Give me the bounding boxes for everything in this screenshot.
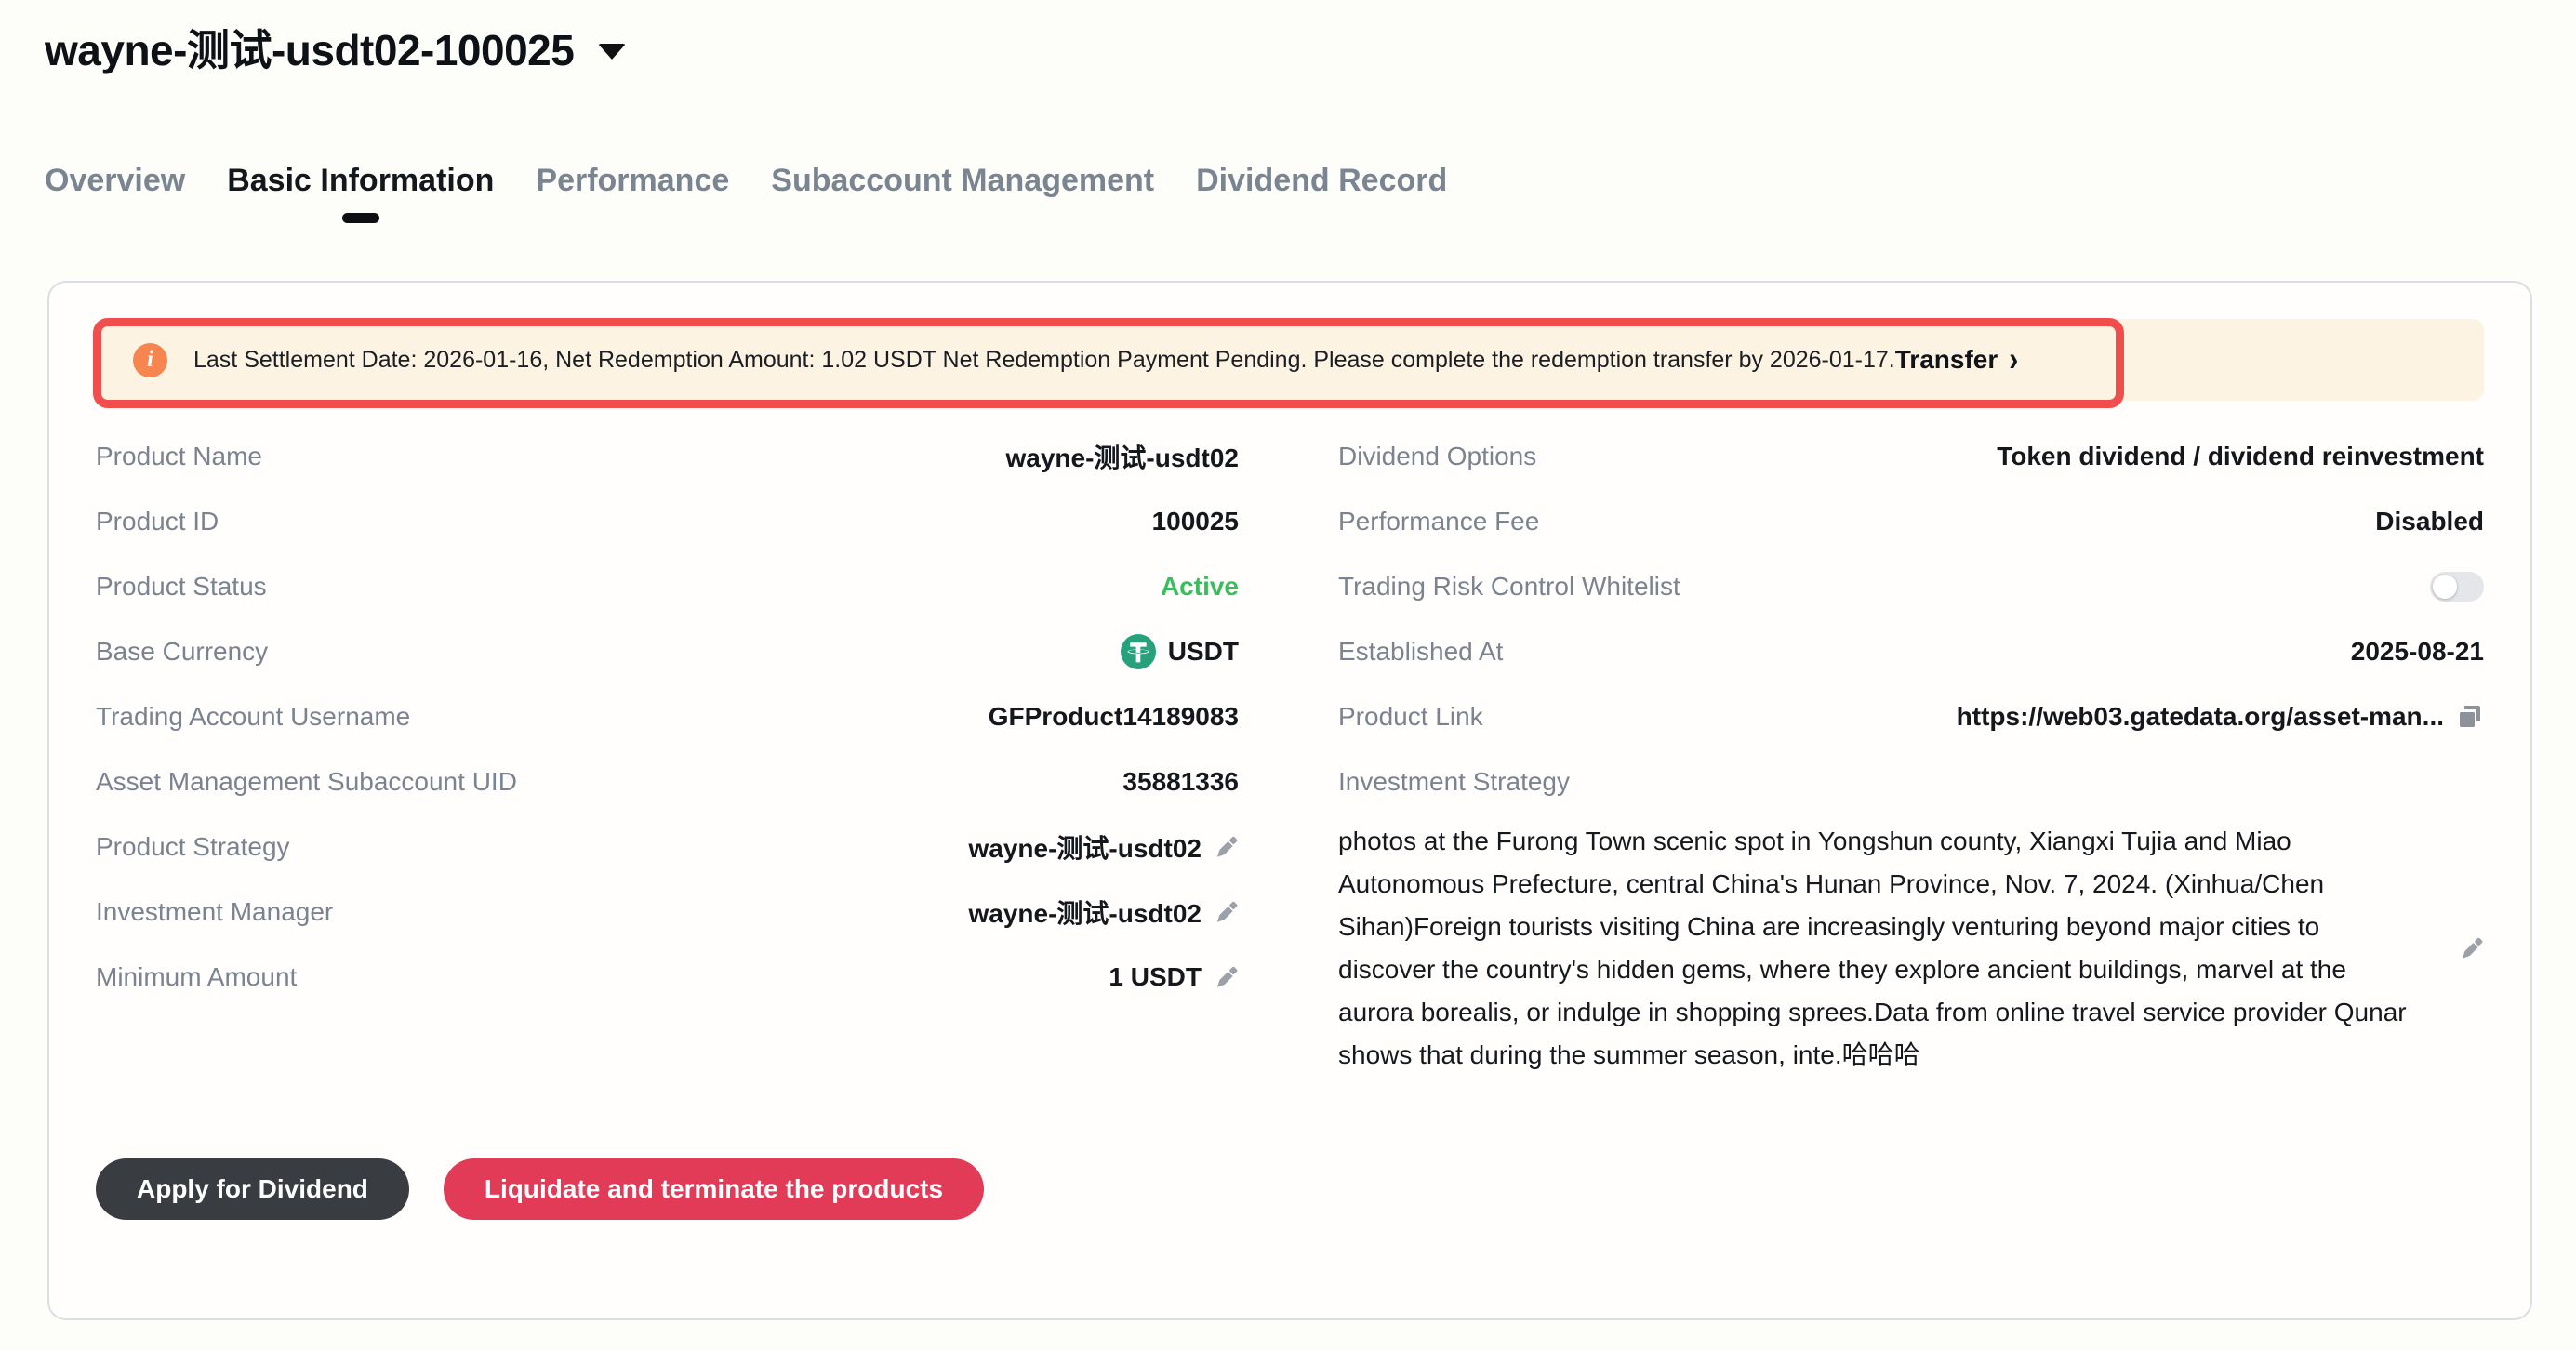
chevron-right-icon: › — [2009, 339, 2019, 378]
product-id-value: 100025 — [1151, 507, 1239, 536]
copy-product-link-button[interactable] — [2456, 703, 2484, 731]
apply-for-dividend-button[interactable]: Apply for Dividend — [96, 1158, 409, 1220]
tab-overview[interactable]: Overview — [45, 163, 186, 198]
established-at-value: 2025-08-21 — [2350, 637, 2484, 666]
settlement-alert-banner: i Last Settlement Date: 2026-01-16, Net … — [96, 319, 2484, 401]
investment-manager-value: wayne-测试-usdt02 — [968, 899, 1202, 928]
tab-performance[interactable]: Performance — [536, 163, 730, 198]
row-established-at: Established At 2025-08-21 — [1338, 637, 2484, 666]
pencil-icon — [1216, 901, 1238, 922]
pencil-icon — [1216, 966, 1238, 987]
trading-account-username-value: GFProduct14189083 — [988, 702, 1239, 731]
row-product-strategy: Product Strategy wayne-测试-usdt02 — [96, 814, 1239, 880]
row-trading-risk-whitelist: Trading Risk Control Whitelist — [1338, 554, 2484, 619]
left-column: Product Name wayne-测试-usdt02 Product ID … — [96, 424, 1239, 1077]
tab-basic-information[interactable]: Basic Information — [227, 162, 494, 223]
info-icon: i — [133, 342, 167, 377]
subaccount-uid-value: 35881336 — [1122, 767, 1239, 796]
row-subaccount-uid: Asset Management Subaccount UID 35881336 — [96, 767, 1239, 796]
status-badge: Active — [1160, 572, 1239, 601]
toggle-knob — [2433, 575, 2457, 599]
active-tab-indicator — [341, 213, 379, 223]
transfer-link[interactable]: Transfer › — [1894, 339, 2019, 378]
row-product-link: Product Link https://web03.gatedata.org/… — [1338, 684, 2484, 749]
row-investment-strategy: Investment Strategy — [1338, 767, 1571, 796]
product-title-dropdown[interactable]: wayne-测试-usdt02-100025 — [0, 0, 627, 78]
product-strategy-value: wayne-测试-usdt02 — [968, 834, 1202, 863]
investment-strategy-text: photos at the Furong Town scenic spot in… — [1338, 827, 2407, 1069]
edit-investment-strategy-button[interactable] — [2459, 936, 2484, 961]
tab-subaccount-management[interactable]: Subaccount Management — [771, 163, 1155, 198]
minimum-amount-value: 1 USDT — [1109, 962, 1202, 991]
tab-dividend-record[interactable]: Dividend Record — [1196, 163, 1448, 198]
tab-bar: Overview Basic Information Performance S… — [45, 162, 2576, 223]
basic-information-card: i Last Settlement Date: 2026-01-16, Net … — [47, 281, 2532, 1320]
alert-message: Last Settlement Date: 2026-01-16, Net Re… — [193, 346, 1895, 373]
row-trading-account-username: Trading Account Username GFProduct141890… — [96, 702, 1239, 731]
action-buttons: Apply for Dividend Liquidate and termina… — [96, 1158, 2484, 1220]
row-dividend-options: Dividend Options Token dividend / divide… — [1338, 442, 2484, 470]
row-performance-fee: Performance Fee Disabled — [1338, 507, 2484, 536]
row-product-id: Product ID 100025 — [96, 507, 1239, 536]
row-product-status: Product Status Active — [96, 572, 1239, 601]
pencil-icon — [1216, 836, 1238, 857]
performance-fee-value: Disabled — [2375, 507, 2484, 536]
page-title: wayne-测试-usdt02-100025 — [45, 26, 575, 74]
field-grid: Product Name wayne-测试-usdt02 Product ID … — [96, 424, 2484, 1077]
row-investment-manager: Investment Manager wayne-测试-usdt02 — [96, 880, 1239, 945]
row-minimum-amount: Minimum Amount 1 USDT — [96, 945, 1239, 1010]
product-link-value[interactable]: https://web03.gatedata.org/asset-man... — [1956, 702, 2444, 731]
edit-investment-manager-button[interactable] — [1214, 900, 1239, 925]
edit-minimum-amount-button[interactable] — [1214, 965, 1239, 990]
product-name-value: wayne-测试-usdt02 — [1005, 443, 1240, 472]
pencil-icon — [2462, 937, 2483, 959]
right-column: Dividend Options Token dividend / divide… — [1338, 424, 2484, 1077]
dividend-options-value: Token dividend / dividend reinvestment — [1997, 442, 2484, 470]
caret-down-icon — [598, 43, 627, 60]
base-currency-value: USDT — [1167, 637, 1239, 666]
copy-icon — [2460, 706, 2480, 727]
row-base-currency: Base Currency USDT — [96, 619, 1239, 684]
row-product-name: Product Name wayne-测试-usdt02 — [96, 424, 1239, 489]
liquidate-terminate-button[interactable]: Liquidate and terminate the products — [443, 1158, 985, 1220]
edit-product-strategy-button[interactable] — [1214, 835, 1239, 860]
usdt-icon — [1120, 634, 1156, 669]
trading-risk-whitelist-toggle[interactable] — [2430, 572, 2484, 602]
